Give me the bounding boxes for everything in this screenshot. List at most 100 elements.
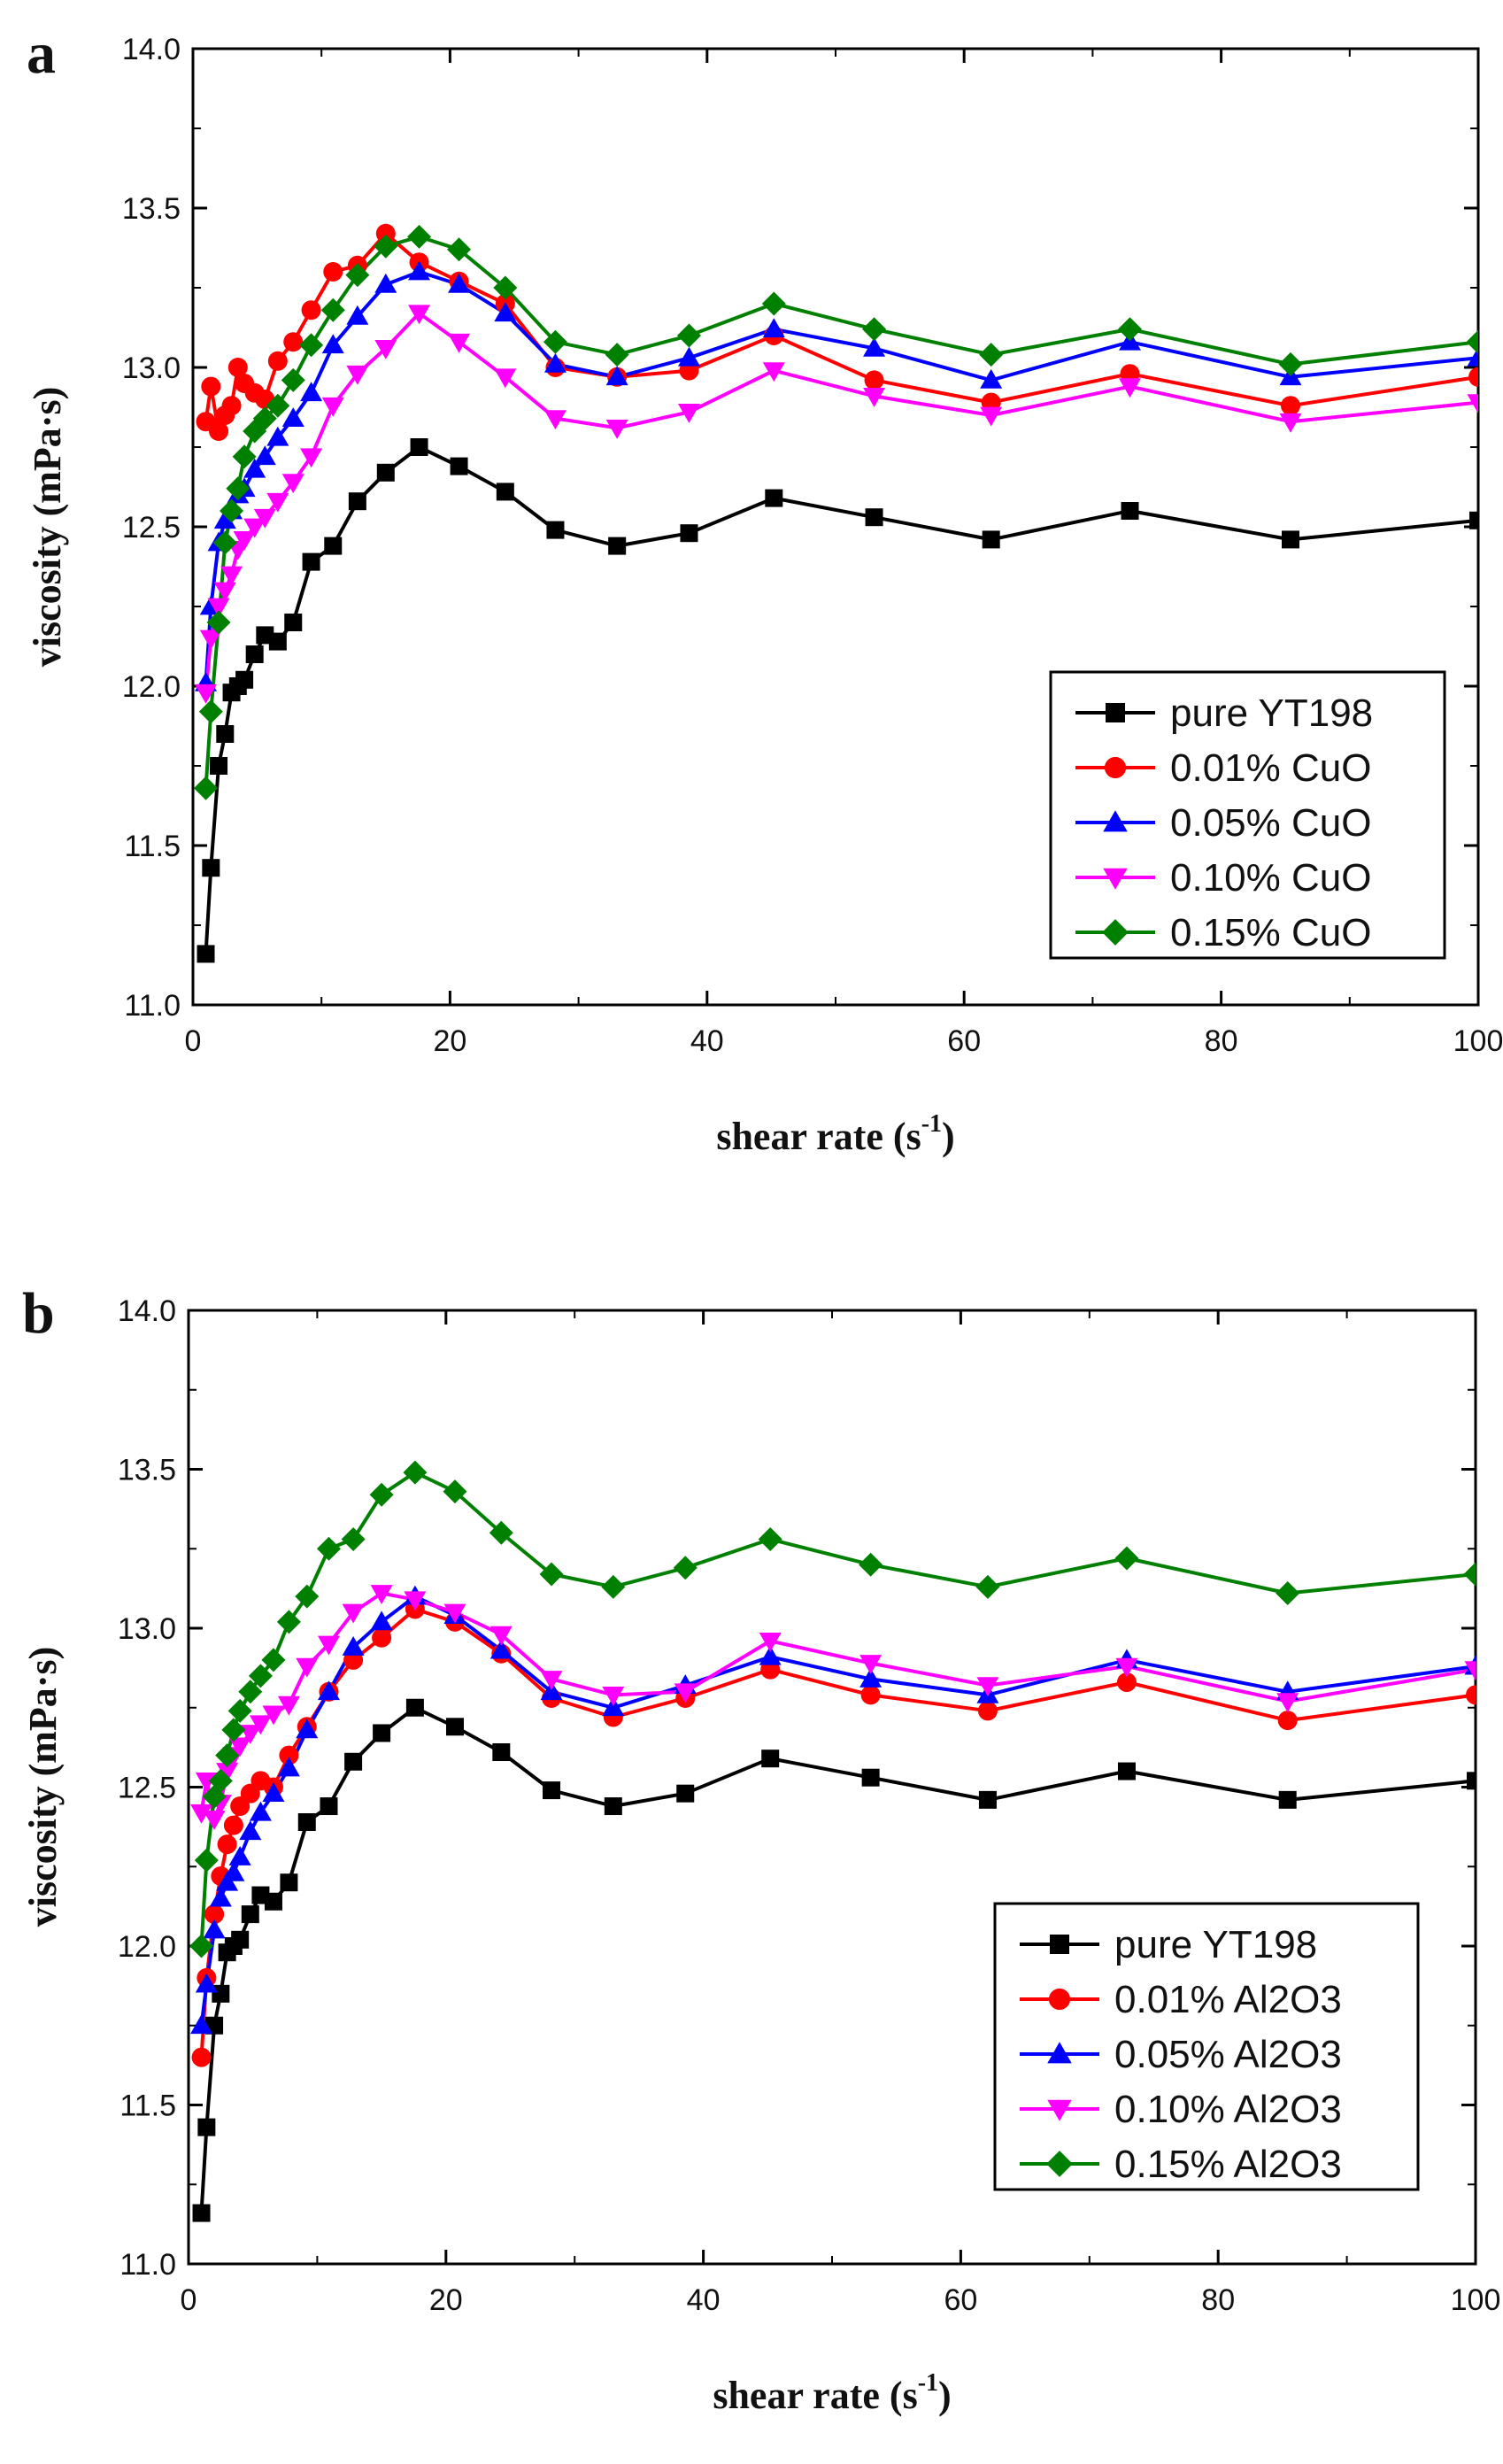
legend-label: 0.05% Al2O3 <box>1114 2033 1342 2076</box>
data-point <box>765 489 783 507</box>
data-point <box>372 1627 392 1648</box>
legend-label: 0.15% Al2O3 <box>1114 2143 1342 2186</box>
data-point <box>543 352 567 373</box>
y-tick-label: 11.0 <box>124 989 181 1023</box>
data-point <box>266 426 289 446</box>
data-point <box>266 393 290 418</box>
legend-marker <box>1046 2151 1073 2177</box>
data-point <box>1467 394 1478 414</box>
data-point <box>342 1636 365 1656</box>
y-tick-label: 12.0 <box>118 1930 176 1964</box>
x-tick-label: 100 <box>1453 1024 1503 1058</box>
data-point <box>235 670 254 689</box>
data-point <box>320 297 345 322</box>
y-tick-label: 12.0 <box>122 670 181 704</box>
data-point <box>1466 329 1478 354</box>
data-point <box>1467 1772 1476 1790</box>
data-point <box>206 610 231 635</box>
x-axis-label-paren: ( <box>880 2374 903 2417</box>
legend-item: 0.10% Al2O3 <box>1020 2088 1342 2131</box>
data-point <box>216 725 235 743</box>
data-point <box>216 1763 239 1783</box>
data-point <box>1121 502 1139 520</box>
data-point <box>447 237 472 262</box>
data-point <box>190 1804 213 1824</box>
data-point <box>489 1639 513 1659</box>
series-group <box>189 1460 1476 2222</box>
x-axis-label-close: ) <box>942 1115 955 1158</box>
data-point <box>277 1757 300 1777</box>
data-point <box>277 1695 300 1716</box>
x-axis-label-text: shear rate <box>713 2374 880 2417</box>
data-point <box>539 1562 564 1587</box>
data-point <box>673 1556 698 1580</box>
data-point <box>608 537 627 555</box>
data-point <box>408 305 431 325</box>
data-point <box>489 1520 513 1545</box>
data-point <box>321 334 344 354</box>
data-point <box>264 1892 282 1911</box>
data-point <box>405 1698 424 1717</box>
data-point <box>324 537 343 555</box>
data-point <box>374 273 397 293</box>
legend-item: 0.15% Al2O3 <box>1020 2143 1342 2186</box>
data-point <box>543 1781 561 1800</box>
data-point <box>231 1930 250 1949</box>
data-point <box>370 1610 393 1631</box>
data-point <box>279 1745 299 1765</box>
legend-item: 0.05% CuO <box>1075 801 1371 845</box>
data-point <box>217 1834 237 1855</box>
data-point <box>227 358 248 377</box>
data-point <box>601 1574 626 1599</box>
data-point <box>348 492 366 511</box>
legend-label: 0.10% Al2O3 <box>1114 2088 1342 2131</box>
data-point <box>192 2204 211 2222</box>
data-point <box>494 368 517 389</box>
data-point <box>1118 317 1143 342</box>
y-tick-label: 13.5 <box>118 1454 176 1487</box>
legend-label: pure YT198 <box>1170 691 1373 735</box>
data-point <box>674 1683 697 1703</box>
data-point <box>317 1680 340 1701</box>
x-axis-label: shear rate (s-1) <box>716 1110 954 1158</box>
y-tick-label: 12.5 <box>118 1772 176 1805</box>
legend-marker <box>1102 919 1129 946</box>
data-point <box>543 410 567 430</box>
data-point <box>220 566 243 586</box>
x-tick-label: 80 <box>1201 2283 1235 2317</box>
data-point <box>1277 1711 1298 1731</box>
data-point <box>369 1482 394 1507</box>
data-point <box>546 521 565 539</box>
data-point <box>1278 1790 1297 1809</box>
panel-label: a <box>27 21 56 86</box>
legend-marker <box>1050 1935 1069 1954</box>
data-point <box>445 1718 464 1736</box>
data-point <box>243 518 266 538</box>
data-point <box>346 365 369 385</box>
data-point <box>1464 1661 1476 1681</box>
legend-label: 0.01% Al2O3 <box>1114 1978 1342 2021</box>
data-point <box>267 351 288 371</box>
data-point <box>448 333 471 353</box>
y-axis-label: viscosity (mPa·s) <box>26 387 69 668</box>
x-tick-label: 0 <box>181 2283 197 2317</box>
data-point <box>863 388 886 407</box>
x-tick-label: 60 <box>947 1024 981 1058</box>
data-point <box>374 234 398 259</box>
data-point <box>1114 1546 1139 1571</box>
x-axis-label: shear rate (s-1) <box>713 2369 951 2417</box>
data-point <box>281 474 304 494</box>
data-point <box>220 498 244 523</box>
legend-marker <box>1103 810 1128 832</box>
data-point <box>215 1743 240 1768</box>
data-point <box>221 396 242 416</box>
data-point <box>194 776 219 800</box>
y-tick-label: 14.0 <box>118 1294 176 1328</box>
data-point <box>375 223 396 243</box>
data-point <box>191 2047 212 2067</box>
data-point <box>443 1603 466 1624</box>
data-point <box>680 524 698 543</box>
x-axis-unit: s <box>903 2374 918 2417</box>
data-point <box>213 582 236 602</box>
legend-marker <box>1047 2099 1072 2121</box>
